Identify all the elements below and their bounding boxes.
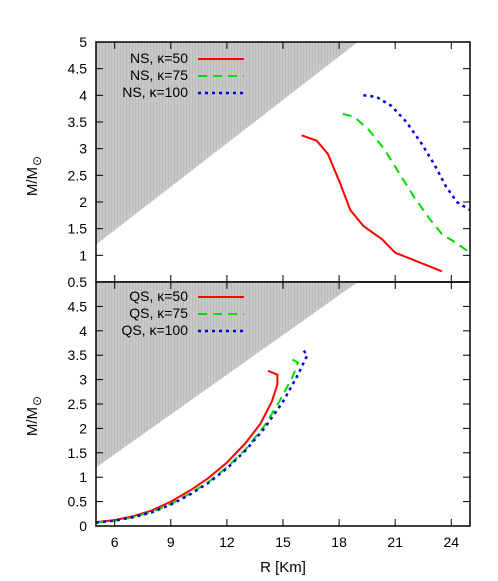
legend-label: NS, κ=100 — [122, 84, 188, 100]
x-tick-label: 6 — [111, 534, 119, 550]
y-tick-label: 0.5 — [68, 274, 88, 290]
y-tick-label: 3 — [79, 372, 87, 388]
bottom-legend: QS, κ=50 QS, κ=75 QS, κ=100 — [121, 288, 244, 338]
top-series-line-0 — [301, 134, 443, 273]
bottom-panel: 0 0.5 1 1.5 2 2.5 3 3.5 4 4.5 6 9 12 15 18 21 24 M/M⊙ R … — [24, 281, 471, 576]
top-shaded-region — [96, 42, 358, 245]
legend-label: QS, κ=100 — [121, 322, 188, 338]
y-tick-label: 2.5 — [68, 167, 88, 183]
x-tick-label: 21 — [387, 534, 403, 550]
y-tick-label: 1 — [79, 469, 87, 485]
y-tick-label: 1.5 — [68, 445, 88, 461]
y-tick-label: 5 — [79, 34, 87, 50]
y-tick-label: 3 — [79, 141, 87, 157]
legend-label: QS, κ=75 — [129, 305, 188, 321]
y-tick-label: 2.5 — [68, 396, 88, 412]
top-series-line-1 — [342, 113, 471, 254]
y-tick-label: 2 — [79, 194, 87, 210]
x-tick-label: 12 — [219, 534, 235, 550]
y-tick-label: 1 — [79, 247, 87, 263]
bottom-y-axis-label: M/M⊙ — [24, 396, 44, 436]
y-tick-label: 4.5 — [68, 298, 88, 314]
y-tick-label: 3.5 — [68, 347, 88, 363]
top-panel: 0.5 1 1.5 2 2.5 3 3.5 4 4.5 5 M/M⊙ NS, κ=50 NS, κ… — [24, 34, 471, 290]
top-y-axis-label: M/M⊙ — [24, 156, 44, 196]
legend-label: NS, κ=50 — [130, 50, 188, 66]
y-tick-label: 3.5 — [68, 114, 88, 130]
y-tick-label: 0 — [79, 518, 87, 534]
y-tick-label: 1.5 — [68, 221, 88, 237]
top-series-line-2 — [363, 94, 471, 212]
x-tick-label: 9 — [167, 534, 175, 550]
y-tick-label: 2 — [79, 420, 87, 436]
y-tick-label: 4 — [79, 87, 87, 103]
x-axis-label: R [Km] — [260, 559, 306, 576]
top-legend: NS, κ=50 NS, κ=75 NS, κ=100 — [122, 50, 244, 100]
x-tick-label: 15 — [275, 534, 291, 550]
y-tick-label: 4.5 — [68, 61, 88, 77]
bottom-series-line-0 — [95, 369, 279, 524]
legend-label: NS, κ=75 — [130, 67, 188, 83]
x-tick-label: 18 — [331, 534, 347, 550]
bottom-shaded-region — [96, 282, 358, 468]
y-tick-label: 4 — [79, 323, 87, 339]
y-tick-label: 0.5 — [68, 494, 88, 510]
x-tick-label: 24 — [444, 534, 460, 550]
legend-label: QS, κ=50 — [129, 288, 188, 304]
